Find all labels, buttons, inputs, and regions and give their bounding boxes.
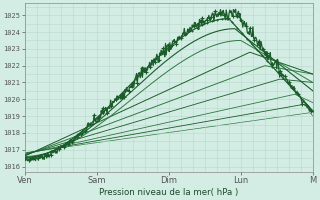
X-axis label: Pression niveau de la mer( hPa ): Pression niveau de la mer( hPa ) bbox=[99, 188, 238, 197]
